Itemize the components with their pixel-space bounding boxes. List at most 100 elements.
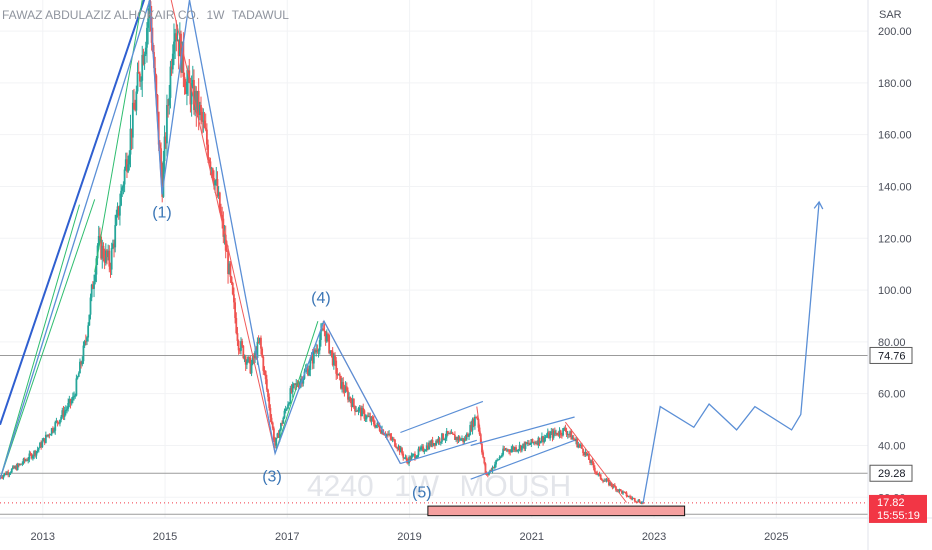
candle-body	[348, 396, 351, 400]
candle-body	[207, 144, 209, 160]
candle-body	[403, 457, 406, 459]
candle-body	[1, 477, 4, 479]
candle-body	[600, 478, 603, 481]
candle-body	[189, 82, 192, 105]
candle-body	[282, 417, 285, 424]
candle-body	[295, 383, 298, 385]
candle-body	[389, 433, 392, 437]
candle-body	[617, 489, 620, 492]
x-tick-label: 2021	[520, 531, 544, 543]
candle-body	[342, 382, 345, 390]
candle-body	[583, 452, 586, 455]
candle-body	[93, 281, 95, 289]
candle-body	[602, 480, 604, 482]
candle-body	[90, 284, 93, 298]
candle-body	[281, 423, 284, 425]
candle-body	[426, 445, 429, 450]
candle-body	[604, 480, 607, 482]
candle-body	[66, 408, 68, 410]
target-zone[interactable]	[427, 505, 686, 517]
candle-body	[83, 341, 86, 346]
candle-body	[560, 434, 563, 436]
candle-body	[559, 430, 562, 435]
zone-rect	[427, 505, 686, 517]
candle-body	[193, 80, 195, 111]
candle-body	[404, 457, 407, 459]
candle-body	[148, 1, 151, 18]
candle-body	[327, 334, 329, 336]
candle-body	[242, 345, 245, 359]
candle-body	[95, 258, 98, 275]
candle-body	[268, 396, 271, 408]
drawings[interactable]	[0, 0, 824, 504]
candle-body	[208, 159, 211, 162]
candle-body	[187, 70, 189, 82]
candle-body	[126, 159, 128, 172]
candle-body	[431, 440, 434, 446]
candle-body	[15, 466, 18, 470]
candle-body	[316, 349, 319, 352]
candle-body	[167, 105, 169, 107]
candle-body	[522, 443, 525, 446]
candle-body	[465, 434, 468, 440]
candle-body	[144, 47, 147, 55]
candle-body	[22, 458, 25, 464]
candle-body	[100, 236, 102, 259]
candle-body	[341, 382, 343, 389]
candle-body	[619, 489, 622, 491]
candle-body	[47, 434, 50, 437]
candle-body	[451, 432, 454, 435]
candle-body	[474, 416, 476, 426]
candle-body	[215, 179, 218, 181]
candle-body	[123, 169, 126, 185]
candle-body	[390, 436, 393, 440]
time-axis[interactable]: 2013 2015 2017 2019 2021 2023 2025	[0, 517, 932, 543]
candle-body	[544, 437, 547, 439]
candle-body	[9, 472, 12, 474]
candle-body	[445, 430, 448, 438]
candle-body	[292, 383, 295, 385]
candle-body	[42, 438, 45, 442]
candle-body	[466, 434, 469, 437]
candle-body	[576, 439, 579, 448]
candle-body	[33, 451, 35, 456]
candle-body	[204, 127, 207, 130]
candle-body	[565, 430, 568, 435]
candle-body	[186, 81, 188, 94]
candle-body	[162, 161, 165, 197]
candle-body	[117, 206, 120, 216]
candle-body	[402, 453, 405, 458]
candle-body	[115, 214, 118, 226]
candle-body	[626, 496, 629, 498]
candle-body	[450, 432, 453, 434]
candle-body	[48, 434, 51, 436]
candle-body	[257, 341, 260, 343]
x-tick-label: 2013	[31, 531, 55, 543]
candle-body	[241, 341, 244, 346]
candle-body	[307, 368, 309, 376]
candle-body	[409, 457, 412, 461]
candle-body	[593, 467, 596, 472]
candle-body	[308, 369, 311, 376]
green-wave-line	[94, 0, 143, 272]
candle-body	[575, 439, 577, 441]
candle-body	[318, 340, 321, 351]
candle-body	[2, 475, 5, 478]
candle-body	[609, 482, 611, 486]
watermark-name: MOUSH	[459, 470, 571, 503]
level-badge	[869, 346, 913, 364]
candle-body	[173, 41, 175, 54]
candle-body	[416, 455, 419, 458]
candle-body	[271, 422, 274, 429]
candle-body	[171, 53, 174, 70]
candle-body	[51, 428, 54, 432]
candle-body	[214, 180, 217, 186]
candle-body	[639, 502, 642, 504]
candle-body	[164, 136, 167, 144]
candle-body	[278, 429, 281, 438]
candle-body	[381, 429, 383, 434]
candle-body	[362, 407, 365, 411]
candle-body	[79, 361, 81, 374]
